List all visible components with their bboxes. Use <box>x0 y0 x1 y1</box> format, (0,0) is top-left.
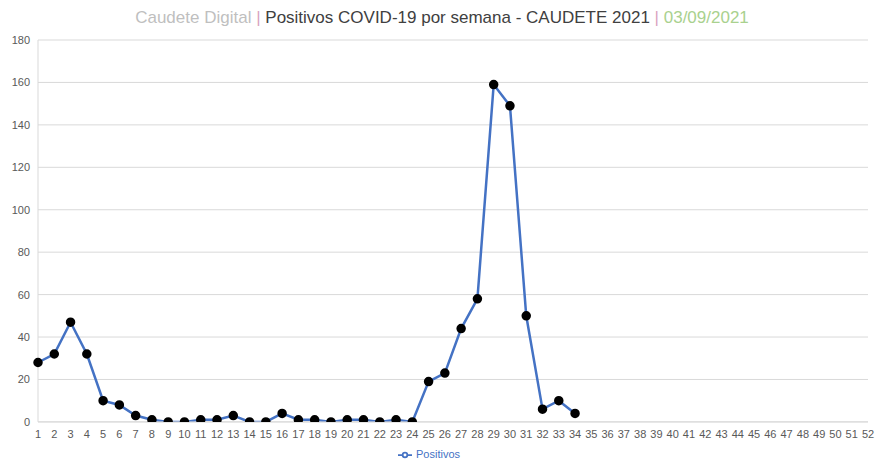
svg-text:60: 60 <box>18 289 30 301</box>
svg-text:15: 15 <box>260 428 272 440</box>
svg-text:24: 24 <box>406 428 418 440</box>
html-text:Positivos: Positivos <box>416 447 460 460</box>
svg-text:80: 80 <box>18 246 30 258</box>
svg-text:36: 36 <box>601 428 613 440</box>
svg-text:44: 44 <box>732 428 744 440</box>
svg-text:48: 48 <box>797 428 809 440</box>
svg-text:100: 100 <box>12 204 30 216</box>
svg-text:41: 41 <box>683 428 695 440</box>
svg-text:42: 42 <box>699 428 711 440</box>
svg-text:30: 30 <box>504 428 516 440</box>
svg-text:13: 13 <box>227 428 239 440</box>
svg-text:6: 6 <box>116 428 122 440</box>
svg-text:35: 35 <box>585 428 597 440</box>
svg-text:45: 45 <box>748 428 760 440</box>
svg-text:0: 0 <box>24 416 30 428</box>
svg-text:11: 11 <box>195 428 206 440</box>
svg-text:9: 9 <box>165 428 171 440</box>
svg-text:17: 17 <box>292 428 304 440</box>
svg-text:22: 22 <box>374 428 386 440</box>
svg-text:20: 20 <box>341 428 353 440</box>
svg-text:10: 10 <box>178 428 190 440</box>
svg-text:47: 47 <box>781 428 793 440</box>
svg-text:120: 120 <box>12 161 30 173</box>
svg-text:18: 18 <box>309 428 321 440</box>
svg-text:26: 26 <box>439 428 451 440</box>
svg-text:27: 27 <box>455 428 467 440</box>
svg-text:7: 7 <box>133 428 139 440</box>
svg-text:31: 31 <box>520 428 532 440</box>
svg-text:46: 46 <box>764 428 776 440</box>
svg-text:29: 29 <box>488 428 500 440</box>
svg-text:12: 12 <box>211 428 223 440</box>
svg-text:23: 23 <box>390 428 402 440</box>
svg-text:14: 14 <box>243 428 255 440</box>
svg-text:2: 2 <box>51 428 57 440</box>
svg-text:21: 21 <box>357 428 369 440</box>
svg-text:39: 39 <box>650 428 662 440</box>
svg-text:180: 180 <box>12 34 30 46</box>
html-text:Caudete Digital | Positivos CO: Caudete Digital | Positivos COVID-19 por… <box>135 8 749 27</box>
svg-text:20: 20 <box>18 373 30 385</box>
svg-text:8: 8 <box>149 428 155 440</box>
svg-text:52: 52 <box>862 428 874 440</box>
svg-text:40: 40 <box>667 428 679 440</box>
svg-text:38: 38 <box>634 428 646 440</box>
svg-text:160: 160 <box>12 76 30 88</box>
svg-text:3: 3 <box>67 428 73 440</box>
svg-text:140: 140 <box>12 119 30 131</box>
svg-text:37: 37 <box>618 428 630 440</box>
svg-text:40: 40 <box>18 331 30 343</box>
svg-text:4: 4 <box>84 428 90 440</box>
svg-text:1: 1 <box>35 428 41 440</box>
svg-text:32: 32 <box>536 428 548 440</box>
svg-text:51: 51 <box>846 428 858 440</box>
svg-text:34: 34 <box>569 428 581 440</box>
svg-text:19: 19 <box>325 428 337 440</box>
svg-text:28: 28 <box>471 428 483 440</box>
svg-text:33: 33 <box>553 428 565 440</box>
svg-text:5: 5 <box>100 428 106 440</box>
svg-text:50: 50 <box>829 428 841 440</box>
svg-text:16: 16 <box>276 428 288 440</box>
svg-text:43: 43 <box>715 428 727 440</box>
svg-text:25: 25 <box>422 428 434 440</box>
svg-text:49: 49 <box>813 428 825 440</box>
